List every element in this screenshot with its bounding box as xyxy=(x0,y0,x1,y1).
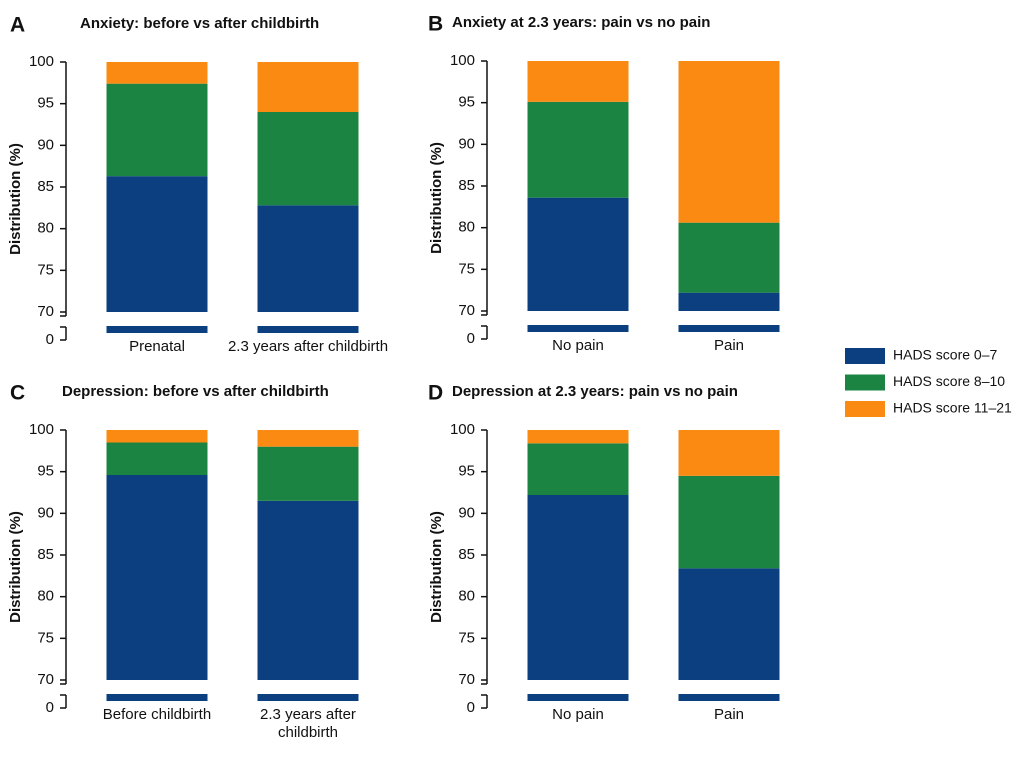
bar-segment: HADS score 11–21 xyxy=(527,61,629,102)
y-tick-label: 95 xyxy=(37,95,54,112)
y-tick-label: 75 xyxy=(458,629,475,646)
y-tick-label: 80 xyxy=(37,220,54,237)
bar-segment: HADS score 8–10 xyxy=(678,475,780,569)
bar-segment-stub: HADS score 0–7 xyxy=(106,326,208,333)
bar-segment: HADS score 11–21 xyxy=(257,430,359,447)
x-tick-label: Pain xyxy=(713,337,745,354)
legend-label: HADS score 8–10 xyxy=(893,373,1005,389)
y-tick-label: 75 xyxy=(37,629,54,646)
bar-segment: HADS score 8–10 xyxy=(678,222,780,293)
x-tick-label: Prenatal xyxy=(129,338,185,355)
y-tick-label: 70 xyxy=(458,302,475,319)
x-tick-label: 2.3 years after childbirth xyxy=(227,338,389,355)
y-tick-label: 100 xyxy=(450,52,475,69)
bar-segment: HADS score 8–10 xyxy=(257,112,359,206)
legend-label: HADS score 11–21 xyxy=(893,400,1012,416)
y-tick-label: 90 xyxy=(37,504,54,521)
bar-segment: HADS score 11–21 xyxy=(106,430,208,443)
bar-segment: HADS score 0–7 xyxy=(257,500,359,680)
y-tick-label: 0 xyxy=(46,699,54,716)
y-tick-label: 75 xyxy=(37,261,54,278)
y-tick-label: 95 xyxy=(458,94,475,111)
legend-swatch xyxy=(845,401,885,417)
y-tick-label: 100 xyxy=(29,53,54,70)
bar-segment: HADS score 0–7 xyxy=(527,197,629,311)
x-tick-label: Before childbirth xyxy=(102,706,212,723)
axis-break xyxy=(60,315,66,328)
y-tick-label: 0 xyxy=(467,699,475,716)
y-tick-label: 80 xyxy=(458,588,475,605)
y-axis-label: Distribution (%) xyxy=(428,142,445,254)
axis-break xyxy=(60,683,66,696)
bar-segment: HADS score 11–21 xyxy=(678,430,780,476)
x-tick-label: Pain xyxy=(713,706,745,723)
y-tick-label: 95 xyxy=(458,463,475,480)
y-tick-label: 70 xyxy=(37,671,54,688)
y-tick-label: 85 xyxy=(458,177,475,194)
bar-segment: HADS score 0–7 xyxy=(678,292,780,311)
bar-segment: HADS score 8–10 xyxy=(106,442,208,475)
bar-segment-stub: HADS score 0–7 xyxy=(527,325,629,332)
bar-segment: HADS score 8–10 xyxy=(106,83,208,177)
y-tick-label: 70 xyxy=(458,671,475,688)
y-tick-label: 70 xyxy=(37,303,54,320)
x-tick-label: No pain xyxy=(552,337,604,354)
legend-swatch xyxy=(845,348,885,364)
y-tick-label: 100 xyxy=(29,421,54,438)
bar-segment: HADS score 11–21 xyxy=(527,430,629,444)
y-tick-label: 80 xyxy=(37,588,54,605)
panel-title: Anxiety at 2.3 years: pain vs no pain xyxy=(452,14,710,31)
y-tick-label: 75 xyxy=(458,260,475,277)
axis-break xyxy=(481,314,487,327)
bar-segment: HADS score 0–7 xyxy=(678,568,780,680)
bar-segment-stub: HADS score 0–7 xyxy=(257,694,359,701)
y-tick-label: 85 xyxy=(458,546,475,563)
y-tick-label: 0 xyxy=(46,331,54,348)
panel-title: Depression: before vs after childbirth xyxy=(62,383,329,400)
bar-segment: HADS score 11–21 xyxy=(106,62,208,84)
y-axis-label: Distribution (%) xyxy=(428,511,445,623)
y-axis-label: Distribution (%) xyxy=(7,511,24,623)
legend-label: HADS score 0–7 xyxy=(893,347,997,363)
bar-segment: HADS score 0–7 xyxy=(106,176,208,312)
x-tick-label: 2.3 years after childbirth xyxy=(260,706,356,741)
bar-segment: HADS score 8–10 xyxy=(257,446,359,501)
panel-title: Anxiety: before vs after childbirth xyxy=(80,15,319,32)
bar-segment: HADS score 11–21 xyxy=(257,62,359,112)
panel-label: D xyxy=(428,382,443,405)
bar-segment: HADS score 0–7 xyxy=(106,475,208,680)
y-tick-label: 85 xyxy=(37,546,54,563)
y-tick-label: 90 xyxy=(37,136,54,153)
bar-segment: HADS score 8–10 xyxy=(527,101,629,198)
y-tick-label: 100 xyxy=(450,421,475,438)
bar-segment-stub: HADS score 0–7 xyxy=(106,694,208,701)
x-tick-label: No pain xyxy=(552,706,604,723)
y-tick-label: 90 xyxy=(458,504,475,521)
bar-segment: HADS score 0–7 xyxy=(527,495,629,680)
y-tick-label: 90 xyxy=(458,135,475,152)
panel-label: C xyxy=(10,382,25,405)
panel-label: A xyxy=(10,14,25,37)
y-tick-label: 80 xyxy=(458,219,475,236)
bar-segment-stub: HADS score 0–7 xyxy=(678,694,780,701)
legend-swatch xyxy=(845,374,885,391)
bar-segment: HADS score 8–10 xyxy=(527,443,629,495)
bar-segment: HADS score 0–7 xyxy=(257,205,359,312)
y-tick-label: 95 xyxy=(37,463,54,480)
y-tick-label: 85 xyxy=(37,178,54,195)
y-tick-label: 0 xyxy=(467,330,475,347)
panel-title: Depression at 2.3 years: pain vs no pain xyxy=(452,383,738,400)
bar-segment: HADS score 11–21 xyxy=(678,61,780,223)
bar-segment-stub: HADS score 0–7 xyxy=(678,325,780,332)
panel-label: B xyxy=(428,13,443,36)
y-axis-label: Distribution (%) xyxy=(7,143,24,255)
bar-segment-stub: HADS score 0–7 xyxy=(527,694,629,701)
bar-segment-stub: HADS score 0–7 xyxy=(257,326,359,333)
axis-break xyxy=(481,683,487,696)
